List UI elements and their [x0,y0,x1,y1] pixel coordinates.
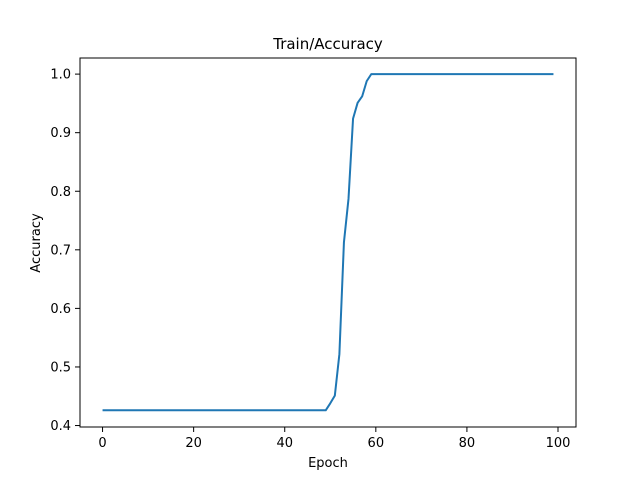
y-tick-label: 0.9 [50,126,71,141]
x-tick-label: 60 [368,436,385,451]
y-tick-label: 0.4 [50,419,71,434]
x-tick-label: 0 [98,436,106,451]
axes-frame [79,57,577,428]
x-axis-label: Epoch [308,456,348,471]
chart-title: Train/Accuracy [272,35,383,53]
y-tick-label: 0.7 [50,243,71,258]
x-axis-ticks: 0 20 40 60 80 100 [98,427,570,451]
y-axis-ticks: 0.4 0.5 0.6 0.7 0.8 0.9 1.0 [50,68,80,434]
y-axis-label: Accuracy [29,213,44,273]
series-layer [102,73,554,412]
plot-area: 0 20 40 60 80 100 0.4 0.5 0.6 0.7 0.8 0.9 1.0 [50,57,577,451]
y-tick-label: 0.6 [50,302,71,317]
y-tick-label: 0.5 [50,360,71,375]
x-tick-label: 40 [276,436,293,451]
accuracy-series-line [102,73,554,412]
y-tick-label: 1.0 [50,68,71,83]
x-tick-label: 100 [546,436,571,451]
y-tick-label: 0.8 [50,185,71,200]
x-tick-label: 20 [185,436,202,451]
x-tick-label: 80 [459,436,476,451]
